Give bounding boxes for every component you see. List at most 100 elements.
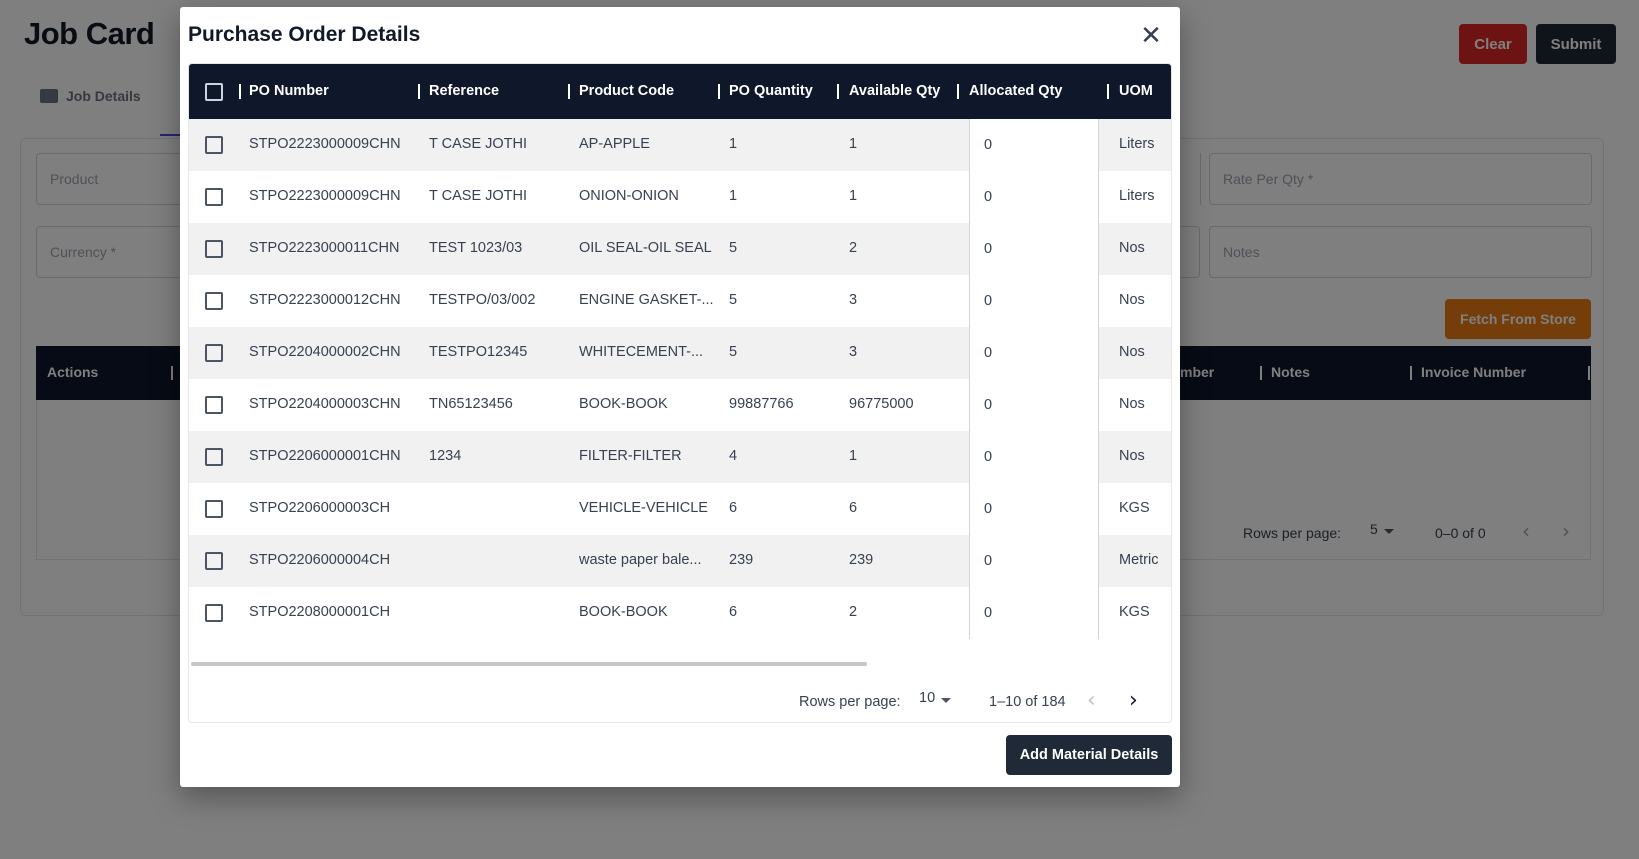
cell-uom: Nos xyxy=(1119,396,1145,412)
cell-po-number: STPO2223000009CHN xyxy=(249,188,401,204)
next-page-icon[interactable]: › xyxy=(1129,688,1138,713)
allocated-qty-input[interactable]: 0 xyxy=(969,275,1099,327)
cell-reference: T CASE JOTHI xyxy=(429,136,528,152)
cell-uom: Nos xyxy=(1119,448,1145,464)
cell-reference: 1234 xyxy=(429,448,462,464)
cell-po-number: STPO2223000009CHN xyxy=(249,136,401,152)
header-product-code[interactable]: Product Code xyxy=(579,83,675,99)
header-reference[interactable]: Reference xyxy=(429,83,500,99)
row-checkbox[interactable] xyxy=(205,396,223,414)
cell-available-qty: 2 xyxy=(849,604,858,620)
horizontal-scrollbar[interactable] xyxy=(191,662,867,666)
header-po-quantity[interactable]: PO Quantity xyxy=(729,83,813,99)
cell-reference: T CASE JOTHI xyxy=(429,188,528,204)
select-all-checkbox[interactable] xyxy=(205,83,223,101)
cell-po-number: STPO2204000002CHN xyxy=(249,344,401,360)
allocated-qty-input[interactable]: 0 xyxy=(969,587,1099,639)
allocated-qty-input[interactable]: 0 xyxy=(969,431,1099,483)
row-checkbox[interactable] xyxy=(205,188,223,206)
cell-po-quantity: 6 xyxy=(729,604,738,620)
cell-available-qty: 239 xyxy=(849,552,874,568)
table-row[interactable]: STPO2206000003CH VEHICLE-VEHICLE 6 6 KGS 0 xyxy=(189,483,1171,535)
table-row[interactable]: STPO2208000001CH BOOK-BOOK 6 2 KGS 0 xyxy=(189,587,1171,639)
table-row[interactable]: STPO2223000009CHN T CASE JOTHI ONION-ONION… xyxy=(189,171,1171,223)
cell-uom: Metric xyxy=(1119,552,1159,568)
close-icon[interactable]: ✕ xyxy=(1138,23,1164,49)
table-row[interactable]: STPO2223000012CHN TESTPO/03/002 ENGINE GAS… xyxy=(189,275,1171,327)
allocated-qty-input[interactable]: 0 xyxy=(969,535,1099,587)
row-checkbox[interactable] xyxy=(205,604,223,622)
column-separator xyxy=(418,84,420,99)
cell-po-quantity: 6 xyxy=(729,500,738,516)
add-material-details-button[interactable]: Add Material Details xyxy=(1006,735,1172,775)
column-separator xyxy=(1107,84,1109,99)
cell-reference: TESTPO12345 xyxy=(429,344,528,360)
allocated-qty-input[interactable]: 0 xyxy=(969,379,1099,431)
cell-uom: Nos xyxy=(1119,344,1145,360)
row-checkbox[interactable] xyxy=(205,500,223,518)
header-uom[interactable]: UOM xyxy=(1119,83,1153,99)
po-data-grid: PO Number Reference Product Code PO Quan… xyxy=(188,63,1172,723)
allocated-qty-input[interactable]: 0 xyxy=(969,119,1099,171)
cell-po-quantity: 4 xyxy=(729,448,738,464)
cell-available-qty: 1 xyxy=(849,136,858,152)
cell-product-code: waste paper bale... xyxy=(579,552,702,568)
cell-product-code: ONION-ONION xyxy=(579,188,679,204)
cell-available-qty: 1 xyxy=(849,188,858,204)
cell-available-qty: 3 xyxy=(849,344,858,360)
cell-po-quantity: 5 xyxy=(729,292,738,308)
cell-reference: TN65123456 xyxy=(429,396,513,412)
cell-po-number: STPO2223000012CHN xyxy=(249,292,401,308)
rows-per-page-select[interactable]: 10 xyxy=(919,690,952,706)
po-grid-header: PO Number Reference Product Code PO Quan… xyxy=(189,64,1171,119)
cell-available-qty: 96775000 xyxy=(849,396,914,412)
row-checkbox[interactable] xyxy=(205,344,223,362)
allocated-qty-input[interactable]: 0 xyxy=(969,327,1099,379)
allocated-qty-input[interactable]: 0 xyxy=(969,483,1099,535)
column-separator xyxy=(957,84,959,99)
header-po-number[interactable]: PO Number xyxy=(249,83,329,99)
cell-product-code: VEHICLE-VEHICLE xyxy=(579,500,708,516)
cell-po-quantity: 5 xyxy=(729,344,738,360)
table-row[interactable]: STPO2223000009CHN T CASE JOTHI AP-APPLE 1 1 L… xyxy=(189,119,1171,171)
po-grid-pagination: Rows per page: 10 1–10 of 184 ‹ › xyxy=(189,682,1171,722)
cell-uom: Liters xyxy=(1119,188,1155,204)
cell-available-qty: 1 xyxy=(849,448,858,464)
header-available-qty[interactable]: Available Qty xyxy=(849,83,941,99)
row-checkbox[interactable] xyxy=(205,448,223,466)
cell-po-number: STPO2208000001CH xyxy=(249,604,391,620)
column-separator xyxy=(718,84,720,99)
cell-po-number: STPO2206000001CHN xyxy=(249,448,401,464)
prev-page-icon[interactable]: ‹ xyxy=(1087,688,1096,713)
page-range: 1–10 of 184 xyxy=(989,694,1066,710)
table-row[interactable]: STPO2204000002CHN TESTPO12345 WHITECEMENT-… xyxy=(189,327,1171,379)
cell-po-number: STPO2204000003CHN xyxy=(249,396,401,412)
cell-product-code: AP-APPLE xyxy=(579,136,650,152)
chevron-down-icon xyxy=(941,697,952,703)
cell-po-quantity: 239 xyxy=(729,552,754,568)
table-row[interactable]: STPO2223000011CHN TEST 1023/03 OIL SEAL-OI… xyxy=(189,223,1171,275)
modal-title: Purchase Order Details xyxy=(188,23,421,46)
header-allocated-qty[interactable]: Allocated Qty xyxy=(969,83,1063,99)
table-row[interactable]: STPO2204000003CHN TN65123456 BOOK-BOOK 9988… xyxy=(189,379,1171,431)
table-row[interactable]: STPO2206000004CH waste paper bale... 239 23… xyxy=(189,535,1171,587)
po-grid-viewport: PO Number Reference Product Code PO Quan… xyxy=(189,64,1171,644)
table-row[interactable]: STPO2206000001CHN 1234 FILTER-FILTER 4 1 Nos 0 xyxy=(189,431,1171,483)
cell-po-number: STPO2206000004CH xyxy=(249,552,391,568)
cell-po-number: STPO2223000011CHN xyxy=(249,240,400,256)
cell-product-code: FILTER-FILTER xyxy=(579,448,682,464)
cell-available-qty: 3 xyxy=(849,292,858,308)
cell-product-code: WHITECEMENT-... xyxy=(579,344,704,360)
column-separator xyxy=(239,84,241,99)
allocated-qty-input[interactable]: 0 xyxy=(969,171,1099,223)
cell-available-qty: 6 xyxy=(849,500,858,516)
allocated-qty-input[interactable]: 0 xyxy=(969,223,1099,275)
cell-po-quantity: 99887766 xyxy=(729,396,794,412)
cell-uom: Nos xyxy=(1119,240,1145,256)
row-checkbox[interactable] xyxy=(205,240,223,258)
cell-uom: Liters xyxy=(1119,136,1155,152)
row-checkbox[interactable] xyxy=(205,292,223,310)
cell-available-qty: 2 xyxy=(849,240,858,256)
row-checkbox[interactable] xyxy=(205,552,223,570)
row-checkbox[interactable] xyxy=(205,136,223,154)
